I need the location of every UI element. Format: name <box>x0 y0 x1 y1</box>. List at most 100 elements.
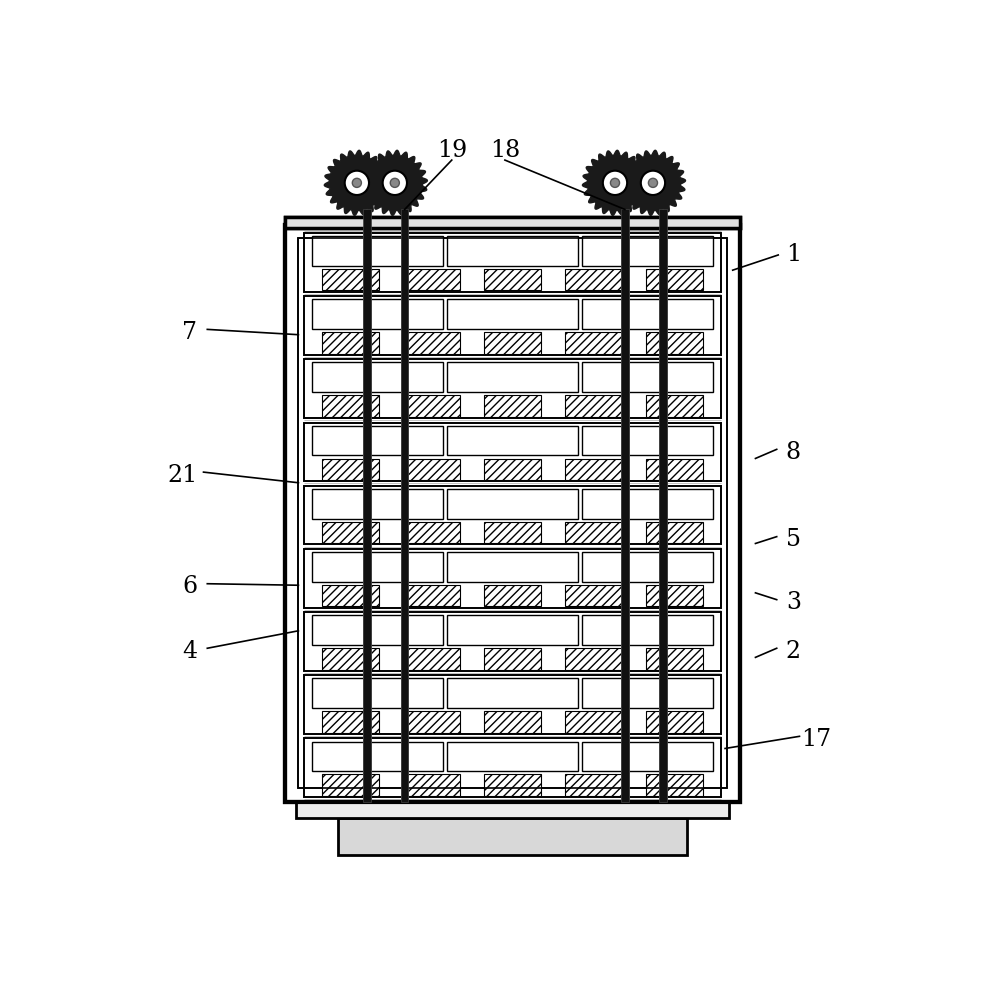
Bar <box>565 711 622 733</box>
Bar <box>447 678 578 708</box>
Bar <box>296 802 729 818</box>
Circle shape <box>345 171 369 195</box>
Bar <box>582 426 713 456</box>
Bar <box>447 363 578 392</box>
Bar <box>621 209 629 802</box>
Bar <box>322 648 379 669</box>
Bar <box>304 486 721 544</box>
Bar <box>447 615 578 645</box>
Bar <box>401 209 408 802</box>
Bar <box>582 741 713 771</box>
Bar <box>304 612 721 670</box>
Circle shape <box>641 171 665 195</box>
Bar <box>304 296 721 355</box>
Bar <box>285 217 740 229</box>
Bar <box>447 236 578 266</box>
Text: 4: 4 <box>182 640 197 663</box>
Bar <box>565 522 622 543</box>
Bar <box>312 426 443 456</box>
Bar <box>582 552 713 582</box>
Bar <box>646 269 703 291</box>
Bar <box>312 552 443 582</box>
Bar <box>312 615 443 645</box>
Bar <box>565 458 622 480</box>
Bar <box>447 300 578 329</box>
Bar <box>484 522 541 543</box>
Bar <box>484 458 541 480</box>
Bar <box>322 269 379 291</box>
Bar <box>312 236 443 266</box>
Bar <box>312 678 443 708</box>
Text: 7: 7 <box>182 320 197 344</box>
Bar <box>403 332 460 354</box>
Bar <box>659 209 667 802</box>
Bar <box>403 269 460 291</box>
Bar <box>403 648 460 669</box>
Bar <box>582 678 713 708</box>
Text: 19: 19 <box>437 139 467 162</box>
Bar <box>363 209 371 802</box>
Bar <box>646 711 703 733</box>
Bar <box>322 585 379 606</box>
Bar <box>565 774 622 796</box>
Circle shape <box>390 178 399 187</box>
Bar <box>403 522 460 543</box>
Bar <box>646 458 703 480</box>
Bar <box>304 739 721 797</box>
Circle shape <box>648 178 658 187</box>
Polygon shape <box>324 150 389 215</box>
Text: 2: 2 <box>786 640 801 663</box>
Bar <box>484 395 541 417</box>
Bar <box>659 209 667 802</box>
Bar <box>646 332 703 354</box>
Circle shape <box>383 171 407 195</box>
Bar <box>484 585 541 606</box>
Bar <box>565 585 622 606</box>
Bar <box>285 217 740 229</box>
Bar <box>565 269 622 291</box>
Bar <box>304 423 721 481</box>
Circle shape <box>603 171 627 195</box>
Bar <box>484 711 541 733</box>
Bar <box>582 236 713 266</box>
Bar <box>646 585 703 606</box>
Bar <box>304 549 721 607</box>
Bar <box>363 209 371 802</box>
Bar <box>322 711 379 733</box>
Bar <box>582 300 713 329</box>
Bar <box>582 363 713 392</box>
Bar <box>401 209 408 802</box>
Bar <box>312 489 443 519</box>
Bar <box>312 363 443 392</box>
Bar <box>403 458 460 480</box>
Bar <box>621 209 629 802</box>
Polygon shape <box>620 150 685 215</box>
Bar <box>312 300 443 329</box>
Bar <box>646 648 703 669</box>
Polygon shape <box>582 150 648 215</box>
Text: 1: 1 <box>786 244 801 266</box>
Circle shape <box>352 178 361 187</box>
Bar <box>322 395 379 417</box>
Bar <box>403 395 460 417</box>
Bar <box>338 818 687 855</box>
Bar <box>484 774 541 796</box>
Bar <box>484 648 541 669</box>
Bar <box>298 239 727 788</box>
Bar <box>646 395 703 417</box>
Bar <box>565 332 622 354</box>
Bar <box>285 225 740 802</box>
Bar <box>484 269 541 291</box>
Bar <box>304 233 721 292</box>
Bar <box>304 359 721 418</box>
Bar <box>646 522 703 543</box>
Bar <box>322 774 379 796</box>
Bar <box>447 741 578 771</box>
Bar <box>447 489 578 519</box>
Bar <box>565 648 622 669</box>
Bar <box>403 711 460 733</box>
Bar <box>322 458 379 480</box>
Bar <box>304 675 721 734</box>
Text: 3: 3 <box>786 592 801 614</box>
Bar <box>582 489 713 519</box>
